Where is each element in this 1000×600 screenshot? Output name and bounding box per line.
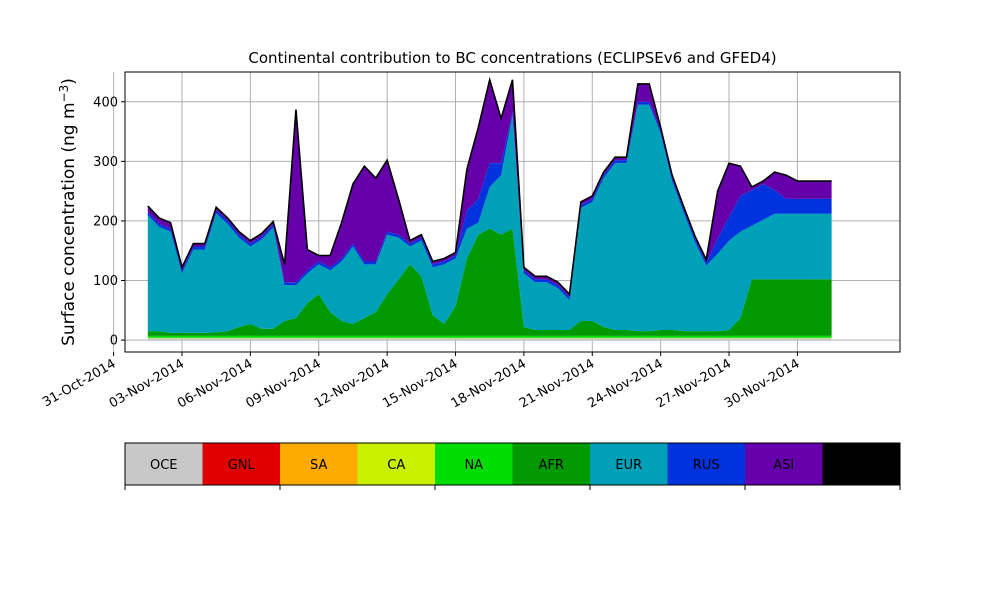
legend-swatch-na: [435, 443, 513, 485]
area-na: [147, 335, 832, 338]
legend-colorbar: OCE GNL SA CA NA AFR EUR RUS ASI AUS: [124, 442, 901, 490]
legend-label-afr: AFR: [539, 458, 564, 473]
legend-swatch-aus: [822, 443, 901, 485]
stacked-areas: [147, 79, 832, 341]
y-axis-label-close: ): [59, 78, 79, 85]
legend-swatch-eur: [590, 443, 668, 485]
legend-label-aus: AUS: [848, 458, 875, 473]
legend-swatch-ca: [357, 443, 436, 485]
area-afr: [147, 228, 832, 336]
plot-frame: [124, 71, 901, 353]
y-tick-label: 0: [110, 334, 118, 349]
legend-label-sa: SA: [310, 458, 327, 473]
legend-label-na: NA: [464, 458, 483, 473]
legend-swatch-oce: [125, 443, 203, 485]
chart-title: Continental contribution to BC concentra…: [248, 49, 776, 67]
legend-swatch-afr: [512, 443, 591, 485]
legend-label-gnl: GNL: [228, 458, 256, 473]
legend-label-eur: EUR: [615, 458, 642, 473]
y-tick-label: 200: [93, 214, 118, 229]
y-axis-label-exponent: −3: [57, 85, 71, 103]
legend-swatch-sa: [280, 443, 358, 485]
legend-frame: [124, 442, 901, 486]
legend-swatch-rus: [667, 443, 746, 485]
y-axis-label: Surface concentration (ng m−3): [57, 78, 79, 346]
y-tick-label: 100: [93, 274, 118, 289]
y-tick-label: 400: [93, 95, 118, 110]
area-oce: [147, 338, 832, 341]
legend-label-ca: CA: [387, 458, 405, 473]
area-eur: [147, 104, 832, 333]
y-tick-label: 300: [93, 155, 118, 170]
area-asi: [147, 79, 832, 298]
y-axis-label-main: Surface concentration (ng m: [59, 102, 79, 345]
total-outline: [147, 76, 832, 296]
legend-swatch-gnl: [202, 443, 281, 485]
legend-label-oce: OCE: [150, 458, 178, 473]
legend-label-rus: RUS: [693, 458, 720, 473]
area-ca: [147, 337, 832, 339]
y-axis: 0 100 200 300 400: [93, 95, 125, 349]
legend-label-asi: ASI: [773, 458, 794, 473]
legend-swatch-asi: [745, 443, 823, 485]
